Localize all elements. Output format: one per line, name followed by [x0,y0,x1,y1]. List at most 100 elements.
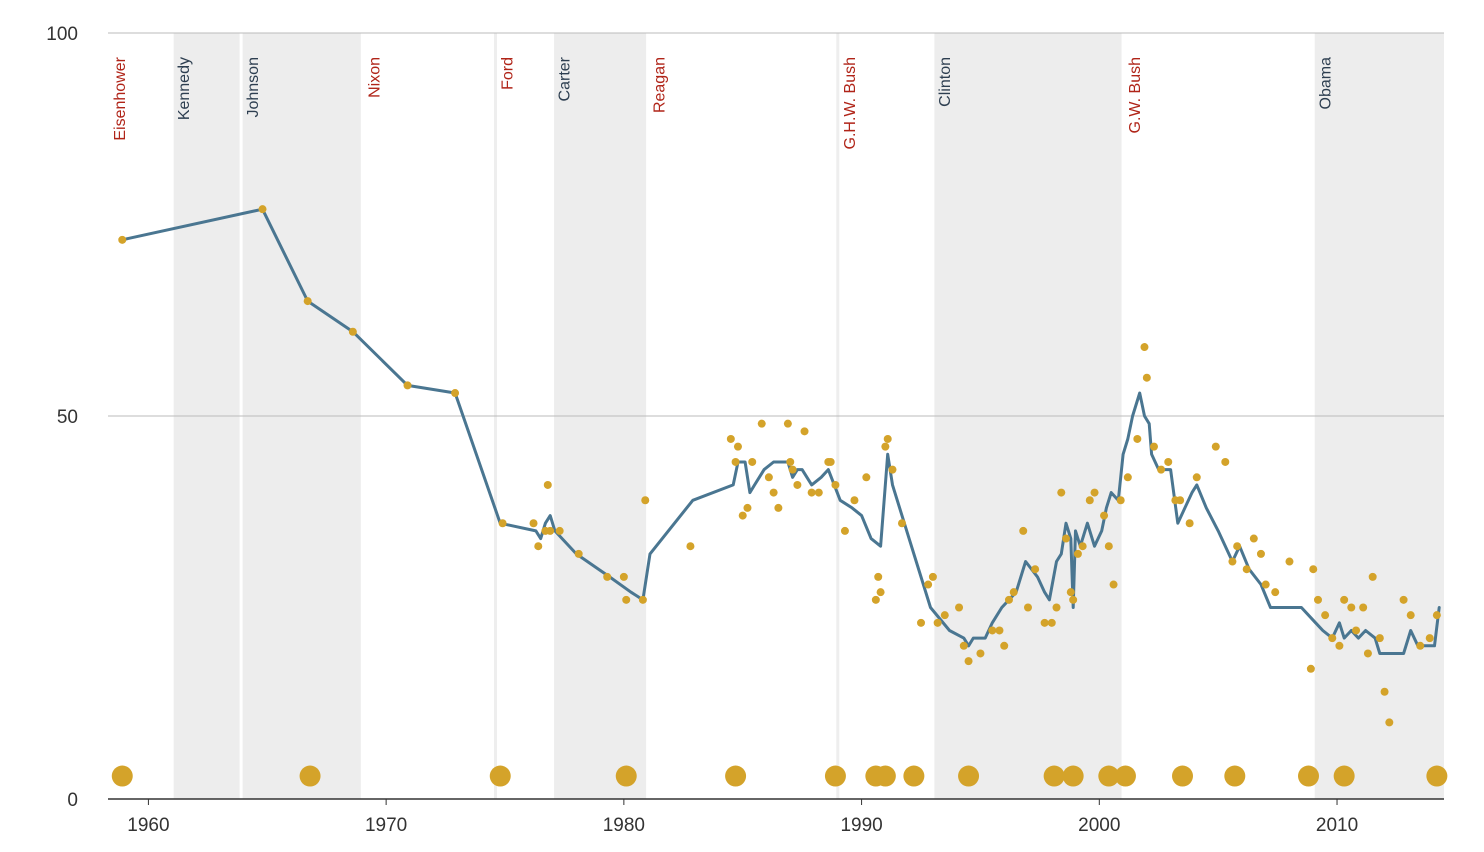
poll-point [1368,572,1377,581]
poll-point [303,297,312,306]
president-label: Johnson [245,57,262,118]
poll-point [1271,588,1280,597]
poll-point [1242,565,1251,574]
event-marker [725,765,747,787]
poll-point [940,611,949,620]
poll-point [1285,557,1294,566]
poll-point [1062,534,1071,543]
poll-point [1085,496,1094,505]
poll-point [1176,496,1185,505]
poll-point [1116,496,1125,505]
poll-point [1140,343,1149,352]
poll-point [574,549,583,558]
x-tick-label: 1970 [365,815,407,836]
poll-point [738,511,747,520]
poll-point [1040,618,1049,627]
poll-point [876,588,885,597]
poll-point [862,473,871,482]
event-marker [1426,765,1448,787]
poll-point [403,381,412,390]
poll-point [1425,634,1434,643]
poll-point [788,465,797,474]
poll-point [793,480,802,489]
event-marker [299,765,321,787]
poll-point [1221,457,1230,466]
poll-point [1047,618,1056,627]
poll-point [814,488,823,497]
poll-point [1123,473,1132,482]
poll-point [917,618,926,627]
poll-point [995,626,1004,635]
poll-point [840,526,849,535]
poll-point [1211,442,1220,451]
president-label: Eisenhower [112,56,129,140]
event-marker [1098,765,1120,787]
poll-point [871,595,880,604]
poll-point [118,235,127,244]
poll-point [555,526,564,535]
x-tick-label: 1990 [840,815,882,836]
poll-point [1164,457,1173,466]
poll-point [622,595,631,604]
poll-point [1406,611,1415,620]
poll-point [1109,580,1118,589]
y-tick-label: 0 [67,790,78,811]
poll-point [1249,534,1258,543]
poll-point [1340,595,1349,604]
event-marker [958,765,980,787]
event-marker [1297,765,1319,787]
axes: 0 50 100 1960 1970 1980 1990 2000 2010 [46,24,1358,836]
poll-point [451,389,460,398]
poll-point [743,503,752,512]
president-label: Ford [499,57,516,90]
president-labels: Eisenhower Kennedy Johnson Nixon Ford Carter R… [112,56,1334,149]
president-label: G.H.W. Bush [842,57,859,149]
poll-point [1069,595,1078,604]
poll-point [924,580,933,589]
poll-point [603,572,612,581]
poll-point [258,205,267,214]
poll-point [498,519,507,528]
president-label: Kennedy [176,57,193,120]
poll-point [1157,465,1166,474]
poll-point [1057,488,1066,497]
poll-point [534,542,543,551]
y-tick-label: 100 [46,24,78,45]
gridlines [108,32,1444,800]
poll-point [1004,595,1013,604]
poll-point [1385,718,1394,727]
poll-point [988,626,997,635]
event-marker [874,765,896,787]
poll-point [641,496,650,505]
poll-point [731,457,740,466]
poll-point [1328,634,1337,643]
poll-point [1192,473,1201,482]
x-tick-label: 2010 [1316,815,1358,836]
poll-point [1142,373,1151,382]
poll-point [1352,626,1361,635]
poll-point [348,327,357,336]
poll-point [543,480,552,489]
poll-point [1000,641,1009,650]
poll-point [774,503,783,512]
data-series [111,205,1448,787]
poll-point [733,442,742,451]
poll-point [1009,588,1018,597]
poll-point [1309,565,1318,574]
poll-point [883,434,892,443]
poll-point [748,457,757,466]
poll-point [807,488,816,497]
event-marker [1114,765,1136,787]
poll-point [638,595,647,604]
poll-point [1133,434,1142,443]
poll-point [1104,542,1113,551]
event-marker [1043,765,1065,787]
poll-point [959,641,968,650]
poll-point [1359,603,1368,612]
event-marker [1333,765,1355,787]
president-label: Obama [1317,57,1334,110]
poll-point [1073,549,1082,558]
poll-point [1314,595,1323,604]
